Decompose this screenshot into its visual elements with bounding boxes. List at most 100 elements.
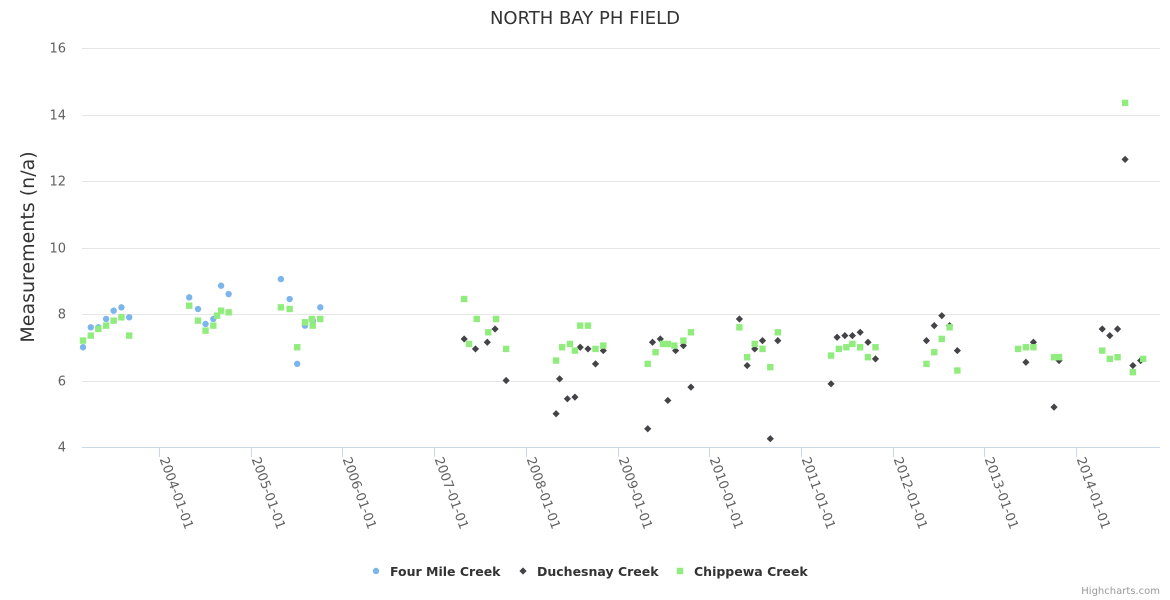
data-point[interactable] [1022, 358, 1030, 366]
data-point[interactable] [849, 340, 856, 348]
data-point[interactable] [1050, 403, 1058, 411]
data-point[interactable] [664, 340, 672, 348]
data-point[interactable] [931, 349, 938, 356]
data-point[interactable] [556, 375, 564, 383]
data-point[interactable] [110, 317, 117, 324]
legend-marker[interactable] [372, 567, 380, 575]
data-point[interactable] [767, 364, 774, 371]
legend-label[interactable]: Four Mile Creek [390, 564, 501, 579]
data-point[interactable] [736, 324, 743, 331]
data-point[interactable] [563, 395, 571, 403]
data-point[interactable] [743, 361, 751, 370]
data-point[interactable] [864, 354, 872, 361]
data-point[interactable] [502, 376, 510, 385]
data-point[interactable] [664, 396, 672, 405]
data-point[interactable] [186, 294, 193, 301]
data-point[interactable] [471, 345, 480, 353]
data-point[interactable] [225, 309, 232, 316]
data-point[interactable] [293, 360, 301, 368]
data-point[interactable] [465, 340, 473, 348]
data-point[interactable] [1129, 368, 1137, 376]
data-point[interactable] [1139, 355, 1147, 363]
data-point[interactable] [584, 345, 592, 353]
data-point[interactable] [827, 352, 835, 359]
data-point[interactable] [843, 344, 850, 351]
data-point[interactable] [1098, 325, 1106, 333]
data-point[interactable] [301, 319, 309, 326]
data-point[interactable] [87, 332, 94, 339]
data-point[interactable] [558, 344, 566, 351]
data-point[interactable] [1022, 344, 1030, 351]
data-point[interactable] [872, 344, 879, 351]
data-point[interactable] [679, 341, 687, 350]
data-point[interactable] [841, 332, 849, 340]
data-point[interactable] [576, 322, 584, 329]
data-point[interactable] [835, 345, 843, 353]
data-point[interactable] [571, 347, 579, 354]
data-point[interactable] [571, 393, 579, 401]
data-point[interactable] [1113, 325, 1122, 333]
data-point[interactable] [118, 314, 125, 321]
data-point[interactable] [1030, 344, 1037, 351]
data-point[interactable] [1014, 345, 1022, 353]
data-point[interactable] [751, 345, 759, 353]
legend-marker[interactable] [676, 567, 684, 575]
data-point[interactable] [1055, 354, 1063, 361]
data-point[interactable] [1050, 354, 1058, 361]
data-point[interactable] [118, 304, 125, 311]
data-point[interactable] [687, 383, 695, 391]
data-point[interactable] [186, 302, 193, 309]
data-point[interactable] [492, 315, 500, 323]
data-point[interactable] [644, 360, 651, 368]
data-point[interactable] [317, 304, 324, 311]
data-point[interactable] [671, 342, 678, 349]
data-point[interactable] [751, 340, 758, 348]
data-point[interactable] [833, 333, 841, 341]
data-point[interactable] [194, 305, 202, 313]
data-point[interactable] [483, 338, 491, 346]
data-point[interactable] [644, 425, 652, 433]
data-point[interactable] [759, 345, 766, 353]
data-point[interactable] [491, 325, 499, 333]
data-point[interactable] [502, 345, 510, 353]
data-point[interactable] [1106, 332, 1114, 340]
data-point[interactable] [485, 329, 492, 336]
data-point[interactable] [946, 324, 953, 331]
data-point[interactable] [309, 322, 316, 329]
data-point[interactable] [576, 343, 584, 351]
data-point[interactable] [648, 338, 657, 346]
data-point[interactable] [1114, 354, 1121, 361]
data-point[interactable] [460, 295, 468, 303]
data-point[interactable] [317, 315, 324, 323]
data-point[interactable] [277, 304, 285, 311]
data-point[interactable] [202, 320, 209, 328]
data-point[interactable] [217, 282, 225, 289]
data-point[interactable] [286, 305, 293, 313]
legend-label[interactable]: Duchesnay Creek [537, 564, 659, 579]
data-point[interactable] [938, 335, 945, 343]
data-point[interactable] [774, 337, 782, 345]
data-point[interactable] [202, 327, 209, 334]
data-point[interactable] [856, 344, 864, 351]
data-point[interactable] [126, 314, 133, 321]
data-point[interactable] [1029, 338, 1038, 346]
data-point[interactable] [210, 322, 217, 329]
data-point[interactable] [591, 360, 600, 368]
data-point[interactable] [871, 355, 880, 363]
data-point[interactable] [194, 317, 202, 324]
data-point[interactable] [293, 344, 301, 351]
data-point[interactable] [592, 345, 599, 353]
data-point[interactable] [599, 346, 607, 355]
data-point[interactable] [735, 315, 743, 323]
data-point[interactable] [225, 290, 232, 298]
data-point[interactable] [584, 322, 592, 329]
data-point[interactable] [79, 337, 87, 344]
data-point[interactable] [566, 340, 574, 348]
data-point[interactable] [680, 337, 687, 344]
data-point[interactable] [87, 324, 94, 331]
data-point[interactable] [922, 337, 931, 345]
data-point[interactable] [953, 346, 961, 355]
data-point[interactable] [95, 325, 102, 333]
data-point[interactable] [473, 315, 480, 323]
data-point[interactable] [1099, 347, 1106, 354]
